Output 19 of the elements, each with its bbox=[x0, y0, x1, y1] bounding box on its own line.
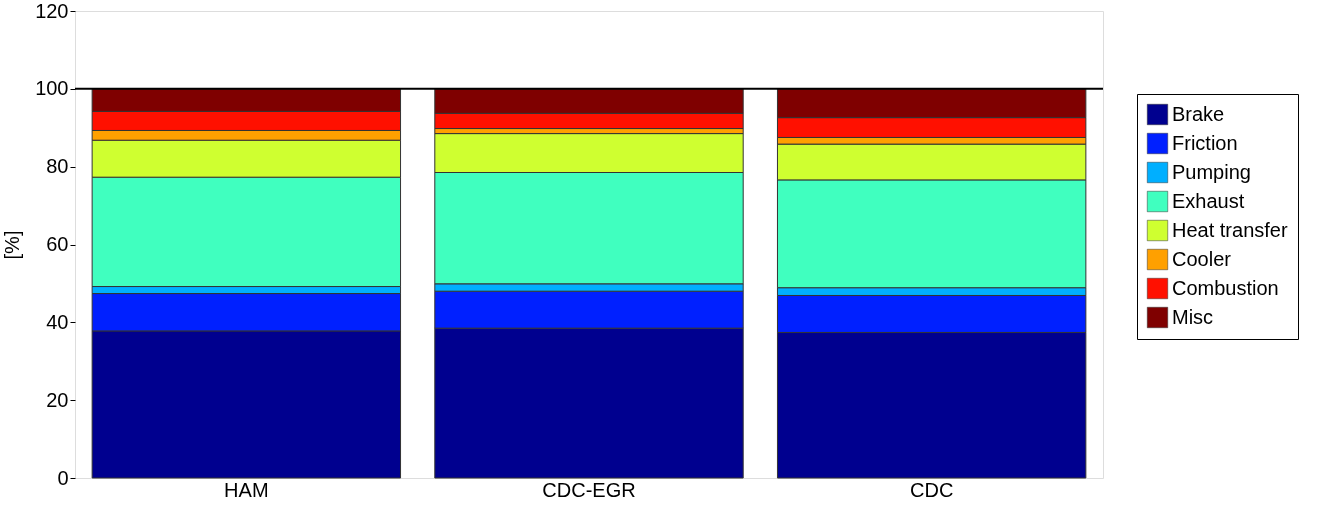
y-tick-label: 0 bbox=[57, 466, 69, 489]
legend-label: Misc bbox=[1172, 305, 1214, 328]
legend-label: Combustion bbox=[1172, 276, 1279, 299]
x-tick-label: CDC-EGR bbox=[542, 478, 636, 501]
y-tick-label: 40 bbox=[46, 310, 69, 333]
legend-label: Heat transfer bbox=[1172, 218, 1288, 241]
y-tick-label: 80 bbox=[46, 155, 69, 178]
legend-label: Exhaust bbox=[1172, 189, 1245, 212]
x-tick-label: HAM bbox=[224, 478, 269, 501]
legend-label: Cooler bbox=[1172, 247, 1232, 270]
legend-label: Friction bbox=[1172, 131, 1238, 154]
legend-label: Pumping bbox=[1172, 160, 1251, 183]
x-tick-label: CDC bbox=[909, 478, 954, 501]
y-axis-title: [%] bbox=[1, 230, 24, 260]
legend-label: Brake bbox=[1172, 102, 1225, 125]
y-tick-label: 60 bbox=[46, 233, 69, 255]
y-tick-label: 120 bbox=[35, 0, 69, 22]
y-tick-label: 20 bbox=[46, 388, 69, 411]
y-tick-label: 100 bbox=[35, 77, 69, 100]
